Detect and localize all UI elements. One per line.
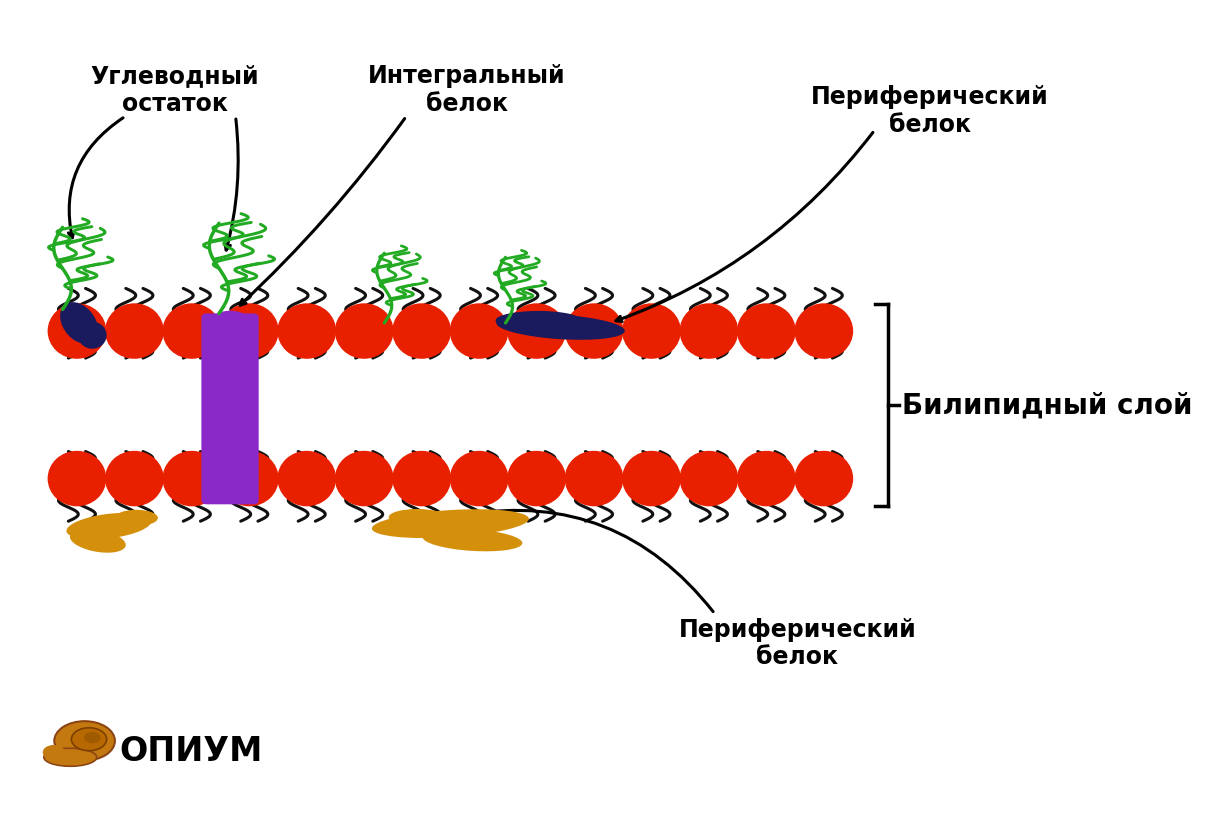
Ellipse shape — [163, 452, 220, 506]
Ellipse shape — [278, 304, 336, 359]
Ellipse shape — [508, 452, 565, 506]
Ellipse shape — [372, 509, 529, 538]
Ellipse shape — [220, 304, 278, 359]
Ellipse shape — [566, 304, 622, 359]
Ellipse shape — [105, 304, 163, 359]
Ellipse shape — [163, 304, 220, 359]
Ellipse shape — [220, 452, 278, 506]
Ellipse shape — [85, 732, 100, 743]
Ellipse shape — [622, 452, 680, 506]
Ellipse shape — [496, 312, 582, 331]
Ellipse shape — [207, 487, 244, 501]
Ellipse shape — [336, 304, 393, 359]
Ellipse shape — [78, 323, 107, 349]
Ellipse shape — [115, 510, 158, 527]
Ellipse shape — [566, 452, 622, 506]
Ellipse shape — [71, 728, 107, 751]
Ellipse shape — [737, 452, 795, 506]
Ellipse shape — [680, 452, 737, 506]
Ellipse shape — [393, 304, 451, 359]
Ellipse shape — [43, 745, 65, 760]
Text: ОПИУМ: ОПИУМ — [120, 734, 263, 767]
Ellipse shape — [451, 304, 508, 359]
Ellipse shape — [795, 452, 853, 506]
FancyBboxPatch shape — [201, 314, 258, 504]
Ellipse shape — [60, 303, 98, 344]
Ellipse shape — [278, 452, 336, 506]
Text: Периферический
белок: Периферический белок — [811, 84, 1049, 136]
Ellipse shape — [393, 452, 451, 506]
Ellipse shape — [44, 748, 97, 767]
Ellipse shape — [680, 304, 737, 359]
Ellipse shape — [48, 304, 105, 359]
Ellipse shape — [423, 529, 522, 552]
Text: Интегральный
белок: Интегральный белок — [368, 65, 566, 116]
Ellipse shape — [622, 304, 680, 359]
Ellipse shape — [48, 452, 105, 506]
Text: Билипидный слой: Билипидный слой — [902, 391, 1193, 419]
Ellipse shape — [737, 304, 795, 359]
Text: Углеводный
остаток: Углеводный остаток — [91, 65, 260, 116]
Ellipse shape — [70, 529, 126, 553]
Ellipse shape — [451, 452, 508, 506]
Ellipse shape — [388, 509, 446, 526]
Ellipse shape — [496, 315, 625, 341]
Ellipse shape — [54, 721, 115, 761]
Text: Периферический
белок: Периферический белок — [679, 617, 916, 668]
Ellipse shape — [66, 514, 151, 540]
Ellipse shape — [336, 452, 393, 506]
Ellipse shape — [795, 304, 853, 359]
Ellipse shape — [105, 452, 163, 506]
Ellipse shape — [214, 312, 246, 325]
Ellipse shape — [508, 304, 565, 359]
